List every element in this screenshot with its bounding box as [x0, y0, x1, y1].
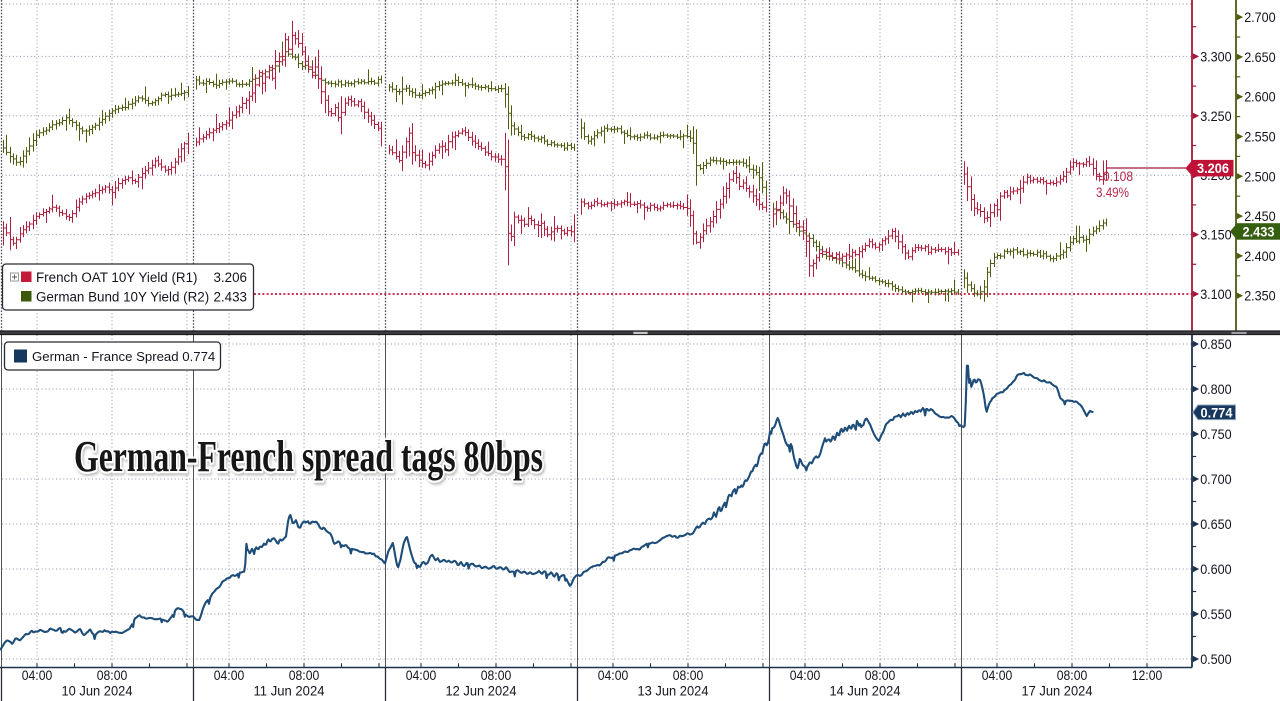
svg-text:2.650: 2.650 [1244, 49, 1276, 65]
svg-text:12 Jun 2024: 12 Jun 2024 [446, 684, 517, 699]
svg-text:2.433: 2.433 [1243, 224, 1275, 240]
svg-text:08:00: 08:00 [1057, 668, 1088, 683]
svg-text:3.150: 3.150 [1200, 227, 1232, 243]
svg-text:3.49%: 3.49% [1096, 185, 1129, 200]
svg-text:04:00: 04:00 [214, 668, 245, 683]
svg-text:0.550: 0.550 [1200, 606, 1232, 622]
svg-text:0.774: 0.774 [1201, 404, 1233, 420]
svg-text:German - France Spread 0.774: German - France Spread 0.774 [32, 349, 215, 364]
svg-text:04:00: 04:00 [598, 668, 629, 683]
svg-text:0.700: 0.700 [1200, 471, 1232, 487]
svg-text:08:00: 08:00 [865, 668, 896, 683]
svg-text:3.250: 3.250 [1200, 108, 1232, 124]
svg-text:0.650: 0.650 [1200, 516, 1232, 532]
svg-text:2.400: 2.400 [1244, 248, 1276, 264]
svg-text:04:00: 04:00 [406, 668, 437, 683]
svg-text:French OAT 10Y Yield (R1): French OAT 10Y Yield (R1) [36, 270, 198, 285]
svg-text:11 Jun 2024: 11 Jun 2024 [254, 684, 325, 699]
svg-text:14 Jun 2024: 14 Jun 2024 [830, 684, 901, 699]
svg-text:0.850: 0.850 [1200, 336, 1232, 352]
svg-text:+0.108: +0.108 [1096, 169, 1133, 184]
svg-text:10 Jun 2024: 10 Jun 2024 [62, 684, 133, 699]
svg-text:German-French spread tags 80bp: German-French spread tags 80bps [74, 432, 543, 481]
svg-text:04:00: 04:00 [22, 668, 53, 683]
svg-text:2.600: 2.600 [1244, 89, 1276, 105]
svg-text:08:00: 08:00 [289, 668, 320, 683]
svg-text:3.300: 3.300 [1200, 48, 1232, 64]
svg-text:0.800: 0.800 [1200, 381, 1232, 397]
svg-text:2.450: 2.450 [1244, 208, 1276, 224]
svg-text:2.500: 2.500 [1244, 168, 1276, 184]
svg-text:12:00: 12:00 [1132, 668, 1163, 683]
svg-text:2.550: 2.550 [1244, 129, 1276, 145]
svg-text:2.350: 2.350 [1244, 288, 1276, 304]
svg-text:17 Jun 2024: 17 Jun 2024 [1022, 684, 1093, 699]
svg-text:08:00: 08:00 [673, 668, 704, 683]
svg-text:2.700: 2.700 [1244, 9, 1276, 25]
svg-text:0.750: 0.750 [1200, 426, 1232, 442]
svg-text:3.100: 3.100 [1200, 286, 1232, 302]
svg-text:2.433: 2.433 [213, 290, 247, 305]
svg-text:08:00: 08:00 [97, 668, 128, 683]
svg-text:04:00: 04:00 [790, 668, 821, 683]
svg-text:3.206: 3.206 [213, 270, 247, 285]
svg-text:0.600: 0.600 [1200, 561, 1232, 577]
svg-text:13 Jun 2024: 13 Jun 2024 [638, 684, 709, 699]
svg-text:3.206: 3.206 [1197, 160, 1229, 176]
svg-text:08:00: 08:00 [481, 668, 512, 683]
svg-text:0.500: 0.500 [1200, 651, 1232, 667]
svg-text:German Bund 10Y Yield (R2): German Bund 10Y Yield (R2) [36, 290, 209, 305]
svg-text:04:00: 04:00 [982, 668, 1013, 683]
